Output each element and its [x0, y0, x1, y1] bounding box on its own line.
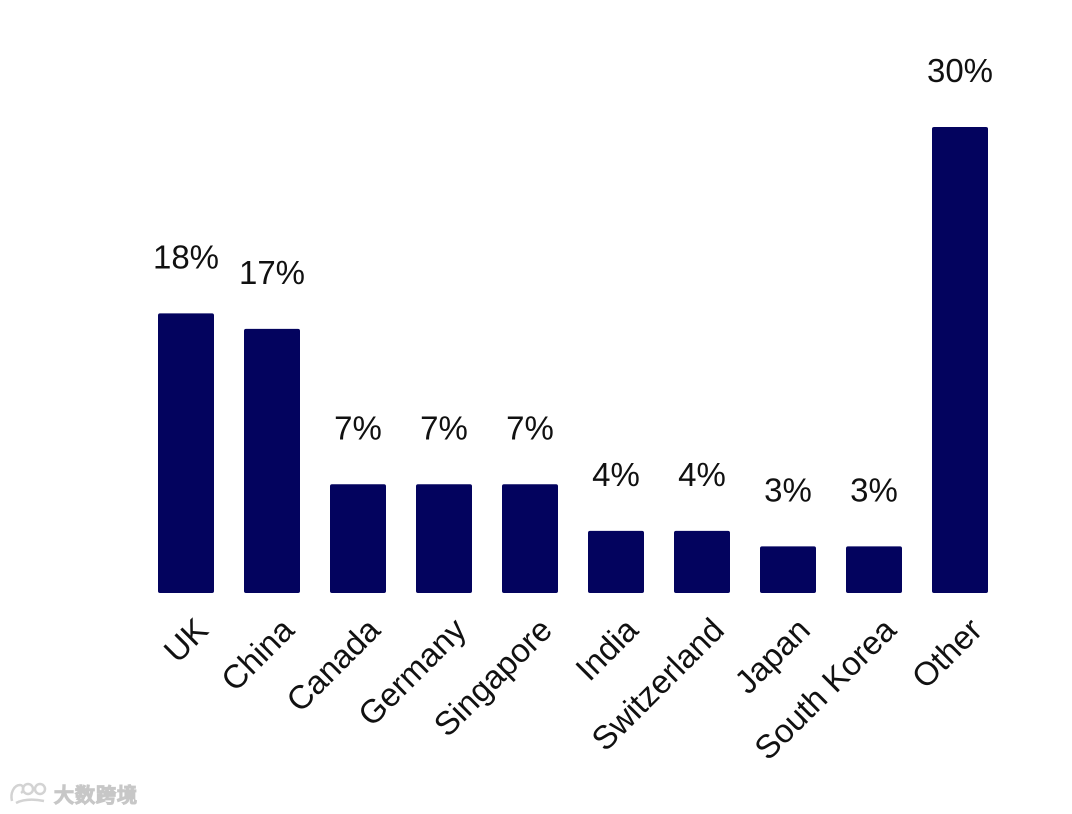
bar-singapore — [502, 484, 558, 593]
x-tick-label-india: India — [568, 610, 645, 687]
value-label-other: 30% — [927, 52, 993, 89]
x-tick-label-uk: UK — [156, 611, 215, 670]
value-label-china: 17% — [239, 254, 305, 291]
bar-other — [932, 127, 988, 593]
value-label-uk: 18% — [153, 238, 219, 275]
bar-india — [588, 530, 644, 593]
value-label-india: 4% — [592, 456, 640, 493]
value-label-canada: 7% — [334, 409, 382, 446]
watermark-text: 大数跨境 — [54, 782, 138, 807]
value-label-singapore: 7% — [506, 409, 554, 446]
value-label-switzerland: 4% — [678, 456, 726, 493]
value-labels-group: 18% 17% 7% 7% 7% 4% 4% 3% 3% 30% — [153, 52, 993, 508]
bar-japan — [760, 546, 816, 593]
x-tick-label-other: Other — [904, 611, 989, 696]
bar-germany — [416, 484, 472, 593]
bar-south-korea — [846, 546, 902, 593]
bar-canada — [330, 484, 386, 593]
value-label-japan: 3% — [764, 471, 812, 508]
bar-switzerland — [674, 530, 730, 593]
value-label-south-korea: 3% — [850, 471, 898, 508]
watermark: 大数跨境 — [8, 778, 138, 808]
value-label-germany: 7% — [420, 409, 468, 446]
bar-china — [244, 328, 300, 593]
watermark-logo-icon — [10, 782, 47, 805]
bar-uk — [158, 313, 214, 593]
bars-group — [158, 127, 988, 593]
